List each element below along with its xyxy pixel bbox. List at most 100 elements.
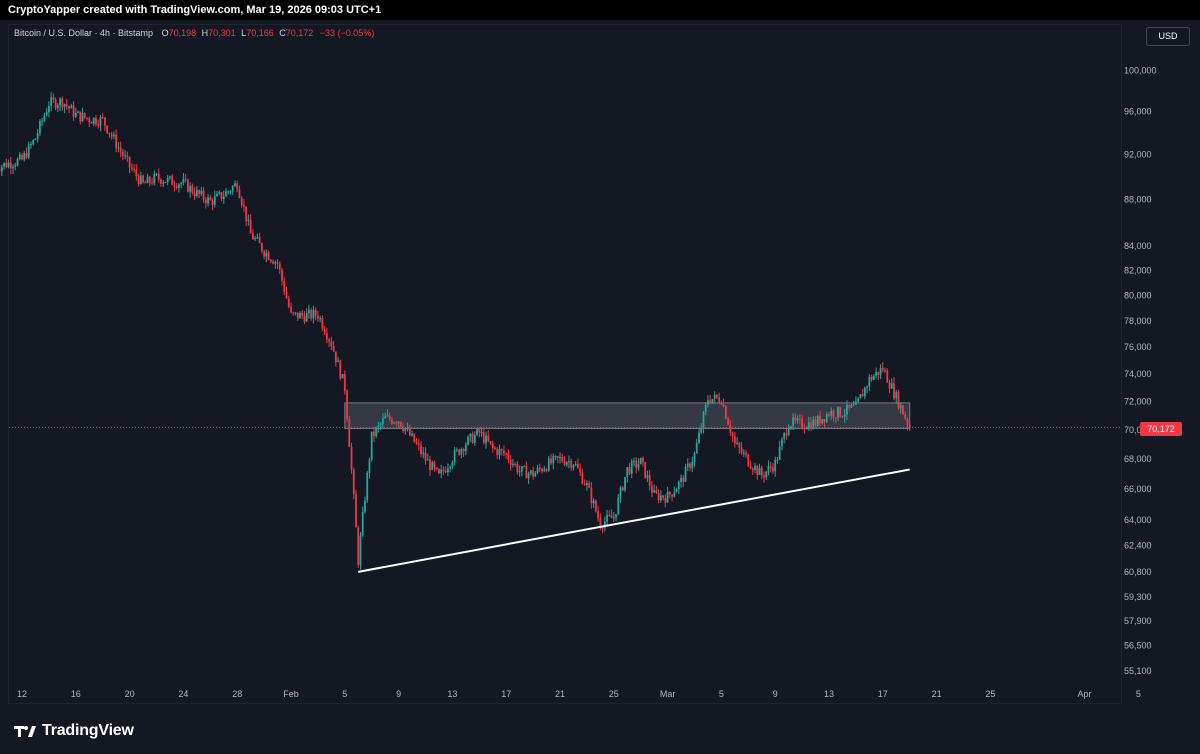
candle-body [258, 237, 261, 244]
candle-body [473, 435, 476, 444]
candle-body [729, 425, 732, 433]
candle-body [97, 124, 100, 126]
time-tick-label: 28 [232, 689, 242, 699]
candle-body [420, 445, 422, 454]
price-tick-label: 59,300 [1124, 592, 1152, 602]
candle-body [274, 262, 277, 264]
candle-body [139, 175, 142, 184]
candle-body [370, 431, 373, 460]
candle-body [458, 449, 461, 455]
candle-body [267, 252, 270, 260]
candle-body [296, 312, 299, 319]
candle-body [866, 386, 869, 388]
zone-layer [344, 402, 911, 429]
candle-body [276, 262, 279, 264]
candle-body [523, 466, 526, 468]
candle-body [646, 475, 649, 478]
candle-body [765, 471, 768, 478]
price-tick-label: 100,000 [1124, 65, 1157, 75]
ascending-trendline [358, 468, 910, 573]
candle-body [884, 370, 886, 372]
candle-body [256, 237, 259, 239]
candle-body [426, 459, 429, 461]
candle-body [332, 346, 335, 352]
candle-body [823, 419, 826, 422]
price-tick-label: 70,000 [1124, 425, 1152, 435]
candle-body [662, 495, 665, 498]
candle-body [460, 449, 463, 455]
candle-body [379, 423, 382, 426]
candle-body [133, 168, 135, 170]
tradingview-logo[interactable]: TradingView [14, 722, 134, 740]
candle-body [655, 490, 658, 493]
candle-body [142, 175, 144, 183]
price-tick-label: 88,000 [1124, 194, 1152, 204]
candle-body [482, 432, 485, 443]
candle-body [664, 497, 667, 503]
candle-body [146, 176, 149, 184]
candle-body [691, 461, 694, 468]
candle-body [848, 404, 851, 408]
time-tick-label: 24 [178, 689, 188, 699]
currency-button[interactable]: USD [1146, 27, 1190, 46]
candle-body [733, 436, 736, 444]
candle-body [476, 429, 478, 436]
candle-body [467, 436, 469, 445]
price-tick-label: 68,000 [1124, 454, 1152, 464]
overlay-layer [9, 426, 1122, 573]
candle-body [469, 433, 472, 437]
candle-body [95, 117, 97, 125]
candle-body [859, 394, 862, 399]
candle-body [850, 405, 853, 408]
candle-body [27, 144, 30, 158]
candle-body [612, 517, 615, 519]
candle-body [386, 415, 389, 417]
candle-body [774, 459, 777, 472]
candle-body [41, 120, 44, 122]
candle-body [207, 197, 209, 204]
candle-body [373, 431, 375, 437]
candle-body [359, 535, 362, 565]
candle-body [247, 219, 250, 222]
candle-body [56, 105, 59, 108]
candle-body [816, 416, 819, 426]
candle-body [828, 414, 830, 416]
candle-body [810, 422, 812, 429]
candle-body [442, 469, 445, 471]
candle-body [350, 446, 353, 470]
candle-body [749, 465, 752, 469]
price-tick-label: 80,000 [1124, 290, 1152, 300]
candle-body [186, 179, 189, 192]
candle-body [191, 185, 194, 193]
candle-body [153, 173, 156, 184]
candle-body [794, 417, 797, 421]
candle-body [471, 433, 474, 444]
candle-body [617, 497, 620, 515]
candle-body [110, 134, 113, 137]
time-tick-label: Feb [283, 689, 299, 699]
candle-body [686, 463, 689, 467]
candle-body [731, 432, 734, 437]
candle-body [63, 104, 66, 108]
candle-body [65, 104, 68, 107]
candle-body [14, 165, 17, 167]
candle-body [754, 466, 756, 471]
price-tick-label: 66,000 [1124, 484, 1152, 494]
candle-body [77, 111, 79, 113]
time-tick-label: 20 [125, 689, 135, 699]
time-axis: 12 16 20 24 28 Feb 5 9 13 17 21 25 Mar 5 9 13 17 21 25 Apr 5 [17, 689, 1141, 699]
candle-body [516, 464, 519, 473]
candle-body [88, 118, 91, 123]
ohlc-open-label: O [161, 28, 169, 38]
candle-body [494, 447, 496, 449]
price-tick-label: 82,000 [1124, 265, 1152, 275]
candle-body [292, 312, 295, 314]
candle-body [579, 468, 582, 473]
candle-body [48, 106, 50, 113]
ohlc-high-value: 70,301 [208, 28, 236, 38]
candle-body [781, 439, 783, 447]
candle-body [195, 190, 198, 197]
candle-body [99, 116, 102, 126]
candle-body [243, 205, 245, 207]
